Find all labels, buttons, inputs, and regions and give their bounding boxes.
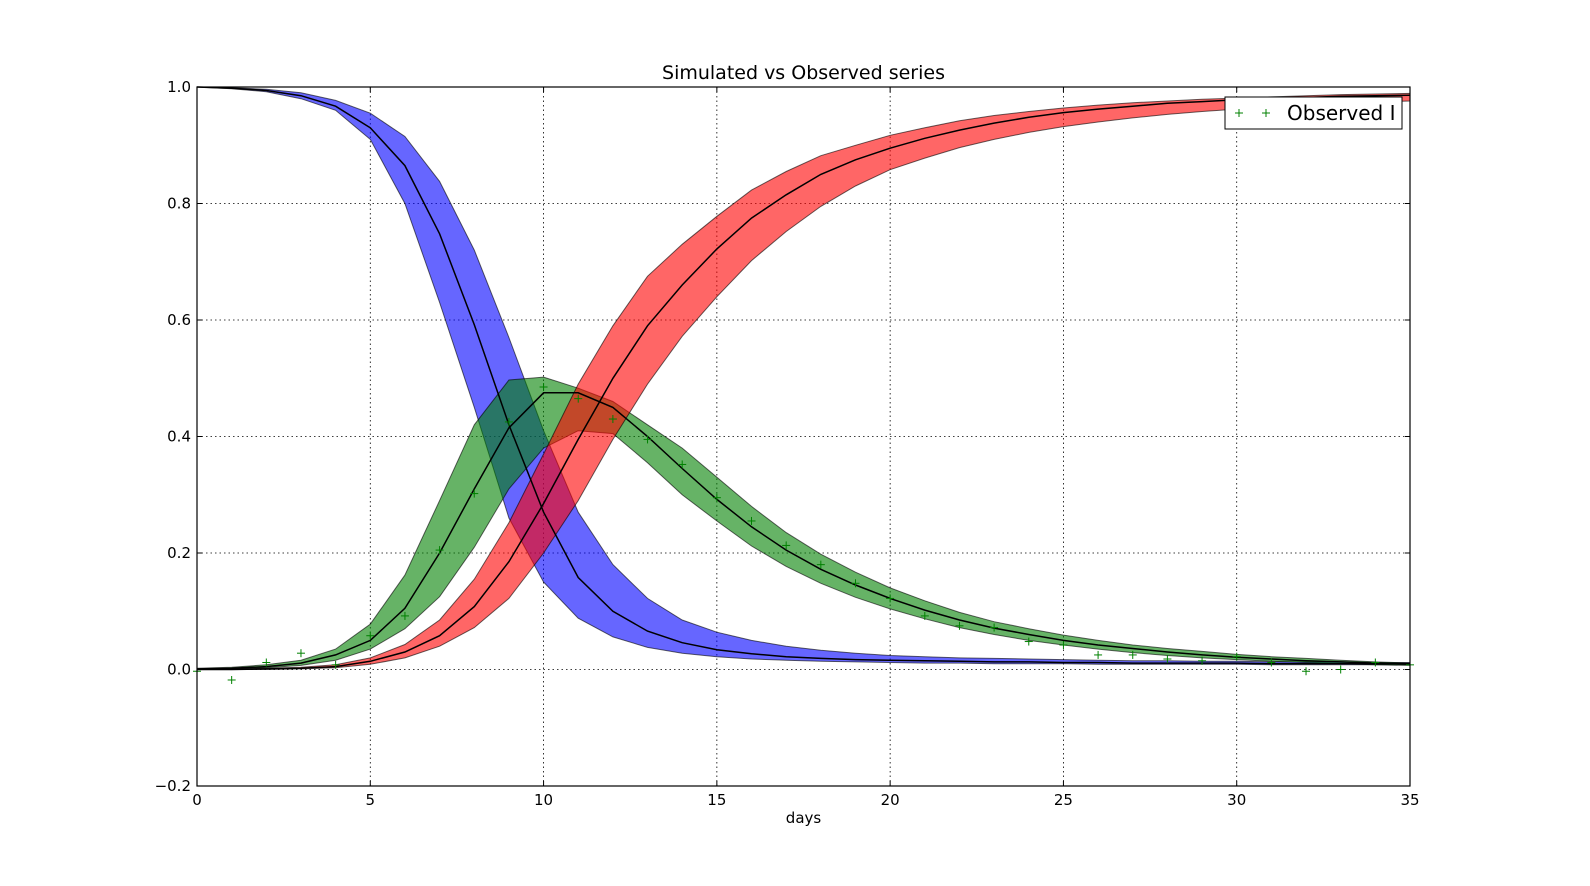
y-tick-label: −0.2: [155, 777, 191, 795]
observed-point: [296, 649, 305, 658]
y-tick-label: 0.2: [167, 544, 191, 562]
legend-marker: [1262, 109, 1270, 117]
ticks: [196, 86, 1411, 787]
x-tick-label: 20: [881, 791, 900, 809]
x-tick-label: 15: [707, 791, 726, 809]
mean-line-red: [197, 94, 1411, 671]
observed-point: [1059, 641, 1068, 650]
observed-point: [1094, 650, 1103, 659]
observed-points: [193, 382, 1414, 684]
observed-point: [747, 516, 756, 525]
observed-point: [990, 623, 999, 632]
x-tick-label: 30: [1227, 791, 1246, 809]
observed-point: [504, 417, 513, 426]
observed-point: [1198, 656, 1207, 665]
observed-point: [712, 493, 721, 502]
observed-point: [1267, 658, 1276, 667]
legend-label-observed: Observed I: [1287, 101, 1395, 125]
x-tick-label: 0: [192, 791, 202, 809]
tick-labels: 0 5 10 15 20 25 30 35 −0.2 0.0 0.2 0.4 0.6 0.8 1.0: [155, 78, 1420, 809]
observed-point: [816, 560, 825, 569]
observed-point: [400, 611, 409, 620]
x-axis-label: days: [786, 809, 822, 827]
x-tick-label: 35: [1400, 791, 1419, 809]
x-tick-label: 25: [1054, 791, 1073, 809]
observed-point: [1371, 658, 1380, 667]
observed-point: [1163, 655, 1172, 664]
observed-point: [678, 460, 687, 469]
observed-point: [262, 658, 271, 667]
observed-point: [955, 621, 964, 630]
observed-point: [920, 611, 929, 620]
observed-point: [227, 675, 236, 684]
legend-marker: [1235, 109, 1243, 117]
observed-point: [643, 435, 652, 444]
observed-point: [1232, 652, 1241, 661]
observed-point: [782, 541, 791, 550]
y-tick-label: 0.0: [167, 661, 191, 679]
mean-lines: [196, 86, 1411, 671]
chart-title: Simulated vs Observed series: [662, 62, 945, 84]
observed-point: [1024, 637, 1033, 646]
y-tick-label: 0.8: [167, 195, 191, 213]
observed-point: [574, 394, 583, 403]
mean-line-blue: [196, 86, 1410, 665]
legend-box: [1224, 96, 1403, 130]
observed-point: [435, 546, 444, 555]
observed-point: [608, 415, 617, 424]
observed-point: [539, 382, 548, 391]
observed-point: [1128, 650, 1137, 659]
observed-point: [366, 631, 375, 640]
legend: Observed I: [1224, 96, 1403, 130]
observed-point: [851, 579, 860, 588]
observed-point: [886, 594, 895, 603]
mean-line-green: [196, 392, 1411, 670]
legend-markers: [1235, 109, 1270, 117]
x-tick-label: 5: [366, 791, 376, 809]
observed-point: [470, 489, 479, 498]
x-tick-label: 10: [534, 791, 553, 809]
y-tick-label: 1.0: [167, 78, 191, 96]
y-tick-label: 0.6: [167, 311, 191, 329]
observed-point: [1336, 665, 1345, 674]
observed-point: [331, 660, 340, 669]
observed-point: [1302, 667, 1311, 676]
y-tick-label: 0.4: [167, 428, 191, 446]
